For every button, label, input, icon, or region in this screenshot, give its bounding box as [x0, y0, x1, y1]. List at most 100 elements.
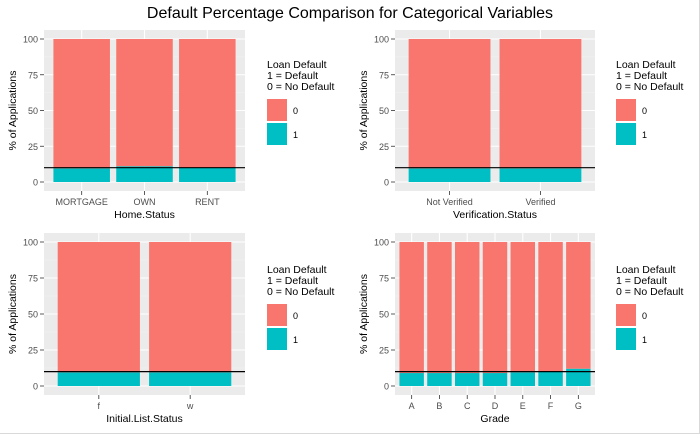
legend-key-swatch	[616, 99, 636, 121]
legend-title-line: 1 = Default	[267, 70, 318, 82]
bar-segment-default-MORTGAGE	[53, 168, 110, 182]
bar-segment-no-default-f	[57, 242, 140, 373]
y-tick-label: 25	[379, 346, 389, 356]
y-tick-label: 75	[28, 274, 38, 284]
y-axis-title: % of Applications	[7, 274, 19, 354]
legend-key-swatch	[267, 304, 287, 326]
x-axis-title: Grade	[480, 413, 509, 425]
legend-title-line: 1 = Default	[267, 275, 318, 287]
x-tick-label: Not Verified	[426, 197, 473, 207]
legend-title-line: Loan Default	[616, 59, 676, 71]
x-tick-label: MORTGAGE	[56, 197, 108, 207]
y-tick-label: 25	[379, 142, 389, 152]
y-tick-label: 100	[23, 35, 38, 45]
x-tick-label: C	[464, 401, 471, 411]
x-tick-label: f	[98, 401, 101, 411]
y-tick-label: 0	[384, 178, 389, 188]
bar-segment-default-C	[455, 373, 480, 386]
legend-key-swatch	[267, 99, 287, 121]
bar-segment-default-f	[57, 372, 140, 386]
y-tick-label: 100	[374, 238, 389, 248]
x-tick-label: E	[520, 401, 526, 411]
y-axis-title: % of Applications	[7, 71, 19, 151]
y-axis-title: % of Applications	[358, 71, 370, 151]
legend-key-swatch	[616, 328, 636, 350]
legend-title-line: 0 = No Default	[267, 81, 334, 93]
y-tick-label: 0	[384, 382, 389, 392]
bar-segment-no-default-OWN	[116, 39, 173, 167]
legend-key-label: 1	[293, 130, 298, 140]
legend-key-label: 0	[642, 106, 647, 116]
bar-segment-no-default-MORTGAGE	[53, 39, 110, 169]
bar-segment-default-Not Verified	[408, 168, 491, 182]
legend-title-line: 0 = No Default	[267, 286, 334, 298]
y-tick-label: 100	[23, 238, 38, 248]
bar-segment-default-B	[427, 373, 452, 386]
y-tick-label: 50	[28, 310, 38, 320]
figure-title: Default Percentage Comparison for Catego…	[146, 5, 554, 22]
bar-segment-no-default-RENT	[179, 39, 236, 168]
legend-key-swatch	[616, 304, 636, 326]
bar-segment-default-w	[149, 372, 232, 386]
legend-title-line: Loan Default	[267, 264, 327, 276]
legend-key-label: 1	[642, 335, 647, 345]
y-tick-label: 75	[28, 70, 38, 80]
legend-title-line: Loan Default	[616, 264, 676, 276]
y-tick-label: 50	[28, 106, 38, 116]
y-tick-label: 50	[379, 106, 389, 116]
bar-segment-default-Verified	[499, 168, 582, 182]
chart-panel-4: 0 25 50 75 100 A B C D E F G Grade % of Applications L…	[358, 233, 683, 425]
bar-segment-default-A	[399, 373, 424, 386]
x-tick-label: Verified	[525, 197, 555, 207]
x-axis-title: Verification.Status	[453, 209, 537, 221]
legend-title-line: 0 = No Default	[616, 81, 683, 93]
bar-segment-no-default-G	[566, 242, 591, 369]
y-axis-title: % of Applications	[358, 274, 370, 354]
y-tick-label: 100	[374, 35, 389, 45]
legend-key-swatch	[267, 328, 287, 350]
x-tick-label: A	[409, 401, 415, 411]
legend-title-line: 0 = No Default	[616, 286, 683, 298]
bar-segment-no-default-C	[455, 242, 480, 374]
legend-key-label: 0	[293, 106, 298, 116]
bar-segment-no-default-F	[538, 242, 563, 372]
x-tick-label: w	[186, 401, 194, 411]
legend-key-swatch	[616, 123, 636, 145]
legend-key-swatch	[267, 123, 287, 145]
x-tick-label: RENT	[195, 197, 220, 207]
y-tick-label: 0	[33, 178, 38, 188]
chart-panel-1: 0 25 50 75 100 MORTGAGE OWN RENT Home.Status % of…	[7, 30, 334, 221]
bar-segment-default-OWN	[116, 166, 173, 182]
bar-segment-no-default-B	[427, 242, 452, 374]
bar-segment-no-default-E	[510, 242, 535, 373]
bar-segment-no-default-D	[482, 242, 508, 374]
chart-panel-2: 0 25 50 75 100 Not Verified Verified Verificati…	[358, 30, 683, 221]
x-axis-title: Initial.List.Status	[106, 413, 182, 425]
bar-segment-no-default-Not Verified	[408, 39, 491, 169]
y-tick-label: 25	[28, 346, 38, 356]
y-tick-label: 75	[379, 70, 389, 80]
legend-title-line: Loan Default	[267, 59, 327, 71]
x-tick-label: OWN	[134, 197, 156, 207]
legend-key-label: 1	[642, 130, 647, 140]
legend-key-label: 0	[293, 311, 298, 321]
x-tick-label: G	[575, 401, 582, 411]
y-tick-label: 25	[28, 142, 38, 152]
bar-segment-no-default-A	[399, 242, 424, 374]
x-tick-label: B	[436, 401, 442, 411]
x-tick-label: F	[548, 401, 554, 411]
legend-title-line: 1 = Default	[616, 275, 667, 287]
y-tick-label: 50	[379, 310, 389, 320]
bar-segment-no-default-Verified	[499, 39, 582, 169]
chart-panel-3: 0 25 50 75 100 f w Initial.List.Status % of Appl…	[7, 233, 334, 425]
bar-segment-no-default-w	[149, 242, 232, 373]
legend-key-label: 0	[642, 311, 647, 321]
bar-segment-default-E	[510, 372, 535, 386]
y-tick-label: 0	[33, 382, 38, 392]
bar-segment-default-F	[538, 371, 563, 386]
y-tick-label: 75	[379, 274, 389, 284]
bar-segment-default-D	[482, 373, 508, 386]
bar-segment-default-RENT	[179, 167, 236, 182]
legend-key-label: 1	[293, 335, 298, 345]
